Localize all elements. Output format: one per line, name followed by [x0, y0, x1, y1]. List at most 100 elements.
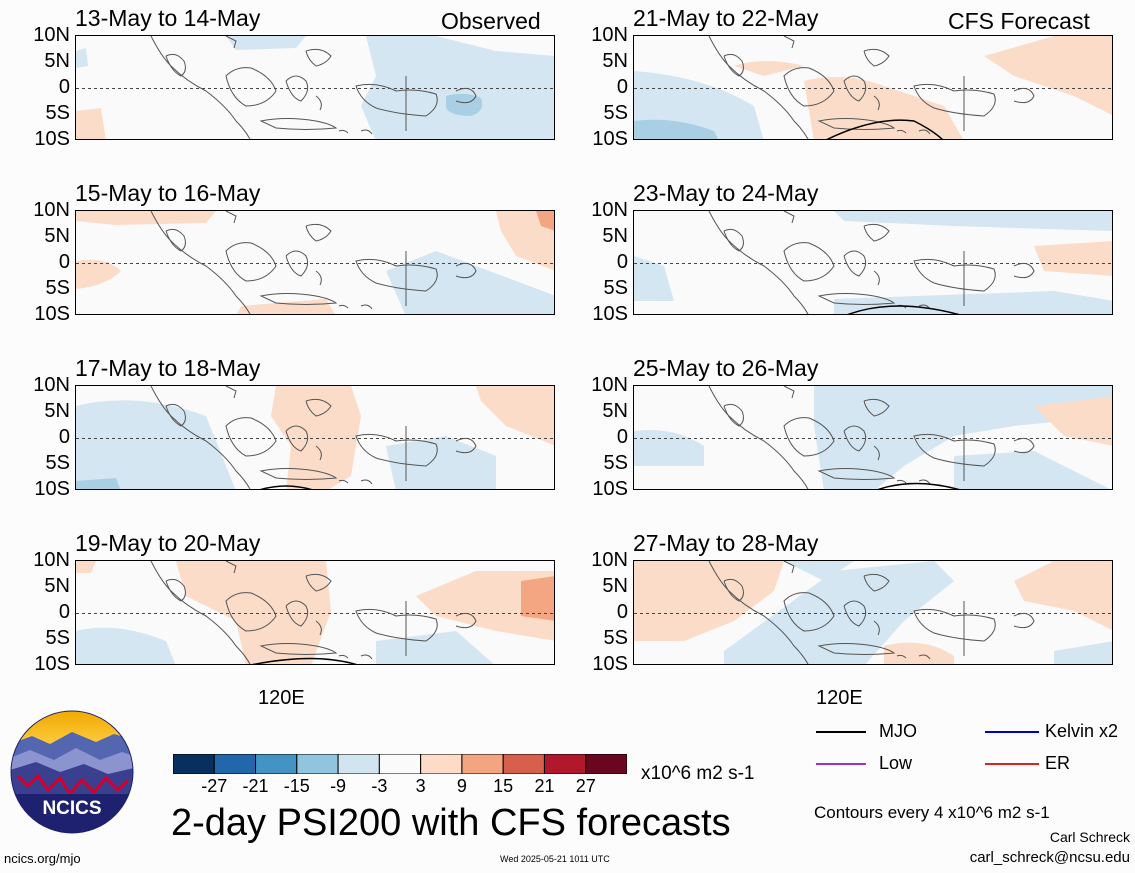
- psi-anomaly-region: [496, 211, 554, 271]
- coastline: [305, 398, 332, 417]
- lat-label-l1-0: 10N: [33, 24, 70, 46]
- psi-anomaly-region: [386, 436, 496, 489]
- lat-label-r4-0: 10N: [591, 549, 628, 571]
- coastline: [723, 53, 744, 77]
- coastline: [165, 53, 186, 77]
- psi-anomaly-region: [1014, 561, 1112, 630]
- coastline: [355, 433, 438, 467]
- psi-anomaly-region: [376, 631, 494, 664]
- mjo-contour: [260, 485, 312, 489]
- coastline: [843, 250, 867, 277]
- psi-anomaly-region: [536, 211, 554, 231]
- psi-anomaly-region: [76, 478, 121, 489]
- coastline: [455, 437, 477, 454]
- psi-anomaly-region: [734, 61, 804, 76]
- coastline: [1013, 87, 1035, 104]
- timestamp: Wed 2025-05-21 1011 UTC: [500, 854, 610, 864]
- lat-label-r1-1: 5N: [602, 50, 628, 72]
- coastline: [305, 48, 332, 67]
- panel-title-4: 19-May to 20-May: [75, 530, 261, 556]
- colorbar-tick-label: -27: [201, 776, 228, 796]
- coastline: [305, 573, 332, 592]
- panel-title-1: 13-May to 14-May: [75, 5, 261, 31]
- coastline: [305, 223, 332, 242]
- coastline: [150, 36, 251, 139]
- psi-anomaly-region: [834, 211, 1112, 231]
- psi-anomaly-region: [1054, 641, 1112, 664]
- coastline: [918, 129, 931, 135]
- coastline: [1013, 612, 1035, 629]
- lat-label-l4-1: 5N: [44, 575, 70, 597]
- lon-label-right: 120E: [816, 687, 863, 709]
- coastline: [783, 561, 795, 574]
- coastline: [455, 87, 477, 104]
- coastline: [913, 608, 996, 642]
- coastline: [225, 386, 237, 399]
- coastline: [150, 561, 251, 664]
- map-svg: [634, 561, 1112, 664]
- lat-label-l4-0: 10N: [33, 549, 70, 571]
- map-panel-7: [633, 385, 1113, 490]
- psi-anomaly-region: [76, 400, 236, 489]
- coastline: [338, 654, 349, 659]
- coastline: [843, 425, 867, 452]
- legend-er-line: [985, 763, 1039, 765]
- lat-label-l3-2: 0: [58, 426, 70, 448]
- lat-label-l3-4: 10S: [34, 478, 70, 500]
- mjo-contour: [252, 657, 357, 664]
- coastline: [783, 242, 835, 282]
- site-link[interactable]: ncics.org/mjo: [4, 851, 81, 866]
- coastline: [783, 36, 795, 49]
- coastline: [817, 643, 896, 655]
- coastline: [315, 620, 322, 636]
- lat-label-l3-0: 10N: [33, 374, 70, 396]
- map-panel-4: [75, 560, 555, 665]
- coastline: [150, 211, 251, 314]
- coastline: [285, 250, 309, 277]
- lat-label-l4-4: 10S: [34, 653, 70, 675]
- coastline: [873, 95, 880, 111]
- map-svg: [634, 211, 1112, 314]
- coastline: [896, 129, 907, 134]
- author-email[interactable]: carl_schreck@ncsu.edu: [969, 849, 1130, 866]
- mjo-contour: [826, 119, 943, 139]
- coastline: [225, 211, 237, 224]
- psi-anomaly-region: [76, 259, 121, 289]
- coastline: [360, 304, 373, 310]
- coastline: [455, 262, 477, 279]
- lat-label-r2-4: 10S: [592, 303, 628, 325]
- lat-label-r3-1: 5N: [602, 400, 628, 422]
- coastline: [817, 118, 896, 130]
- logo-text: NCICS: [42, 798, 101, 819]
- coastline: [817, 293, 896, 305]
- coastline: [315, 270, 322, 286]
- coastline: [708, 561, 809, 664]
- psi-anomaly-region: [954, 451, 1110, 489]
- coastline: [360, 654, 373, 660]
- coastline: [338, 129, 349, 134]
- panel-title-5: 21-May to 22-May: [633, 5, 819, 31]
- lat-label-r2-3: 5S: [603, 277, 628, 299]
- coastline: [259, 643, 338, 655]
- map-svg: [76, 386, 554, 489]
- coastline: [1013, 437, 1035, 454]
- legend-low-line: [816, 763, 866, 765]
- coastline: [259, 293, 338, 305]
- coastline: [455, 612, 477, 629]
- lat-label-r1-4: 10S: [592, 128, 628, 150]
- coastline: [225, 36, 237, 49]
- psi-anomaly-region: [76, 48, 88, 68]
- lat-label-r1-3: 5S: [603, 102, 628, 124]
- contour-note: Contours every 4 x10^6 m2 s-1: [814, 803, 1050, 822]
- colorbar-tick-label: -9: [330, 776, 347, 796]
- coastline: [783, 67, 835, 107]
- coastline: [896, 479, 907, 484]
- coastline: [360, 479, 373, 485]
- psi-anomaly-region: [476, 386, 554, 446]
- coastline: [225, 417, 277, 457]
- map-panel-6: [633, 210, 1113, 315]
- map-svg: [76, 36, 554, 139]
- map-svg: [76, 561, 554, 664]
- coastline: [863, 48, 890, 67]
- panel-title-6: 23-May to 24-May: [633, 180, 819, 206]
